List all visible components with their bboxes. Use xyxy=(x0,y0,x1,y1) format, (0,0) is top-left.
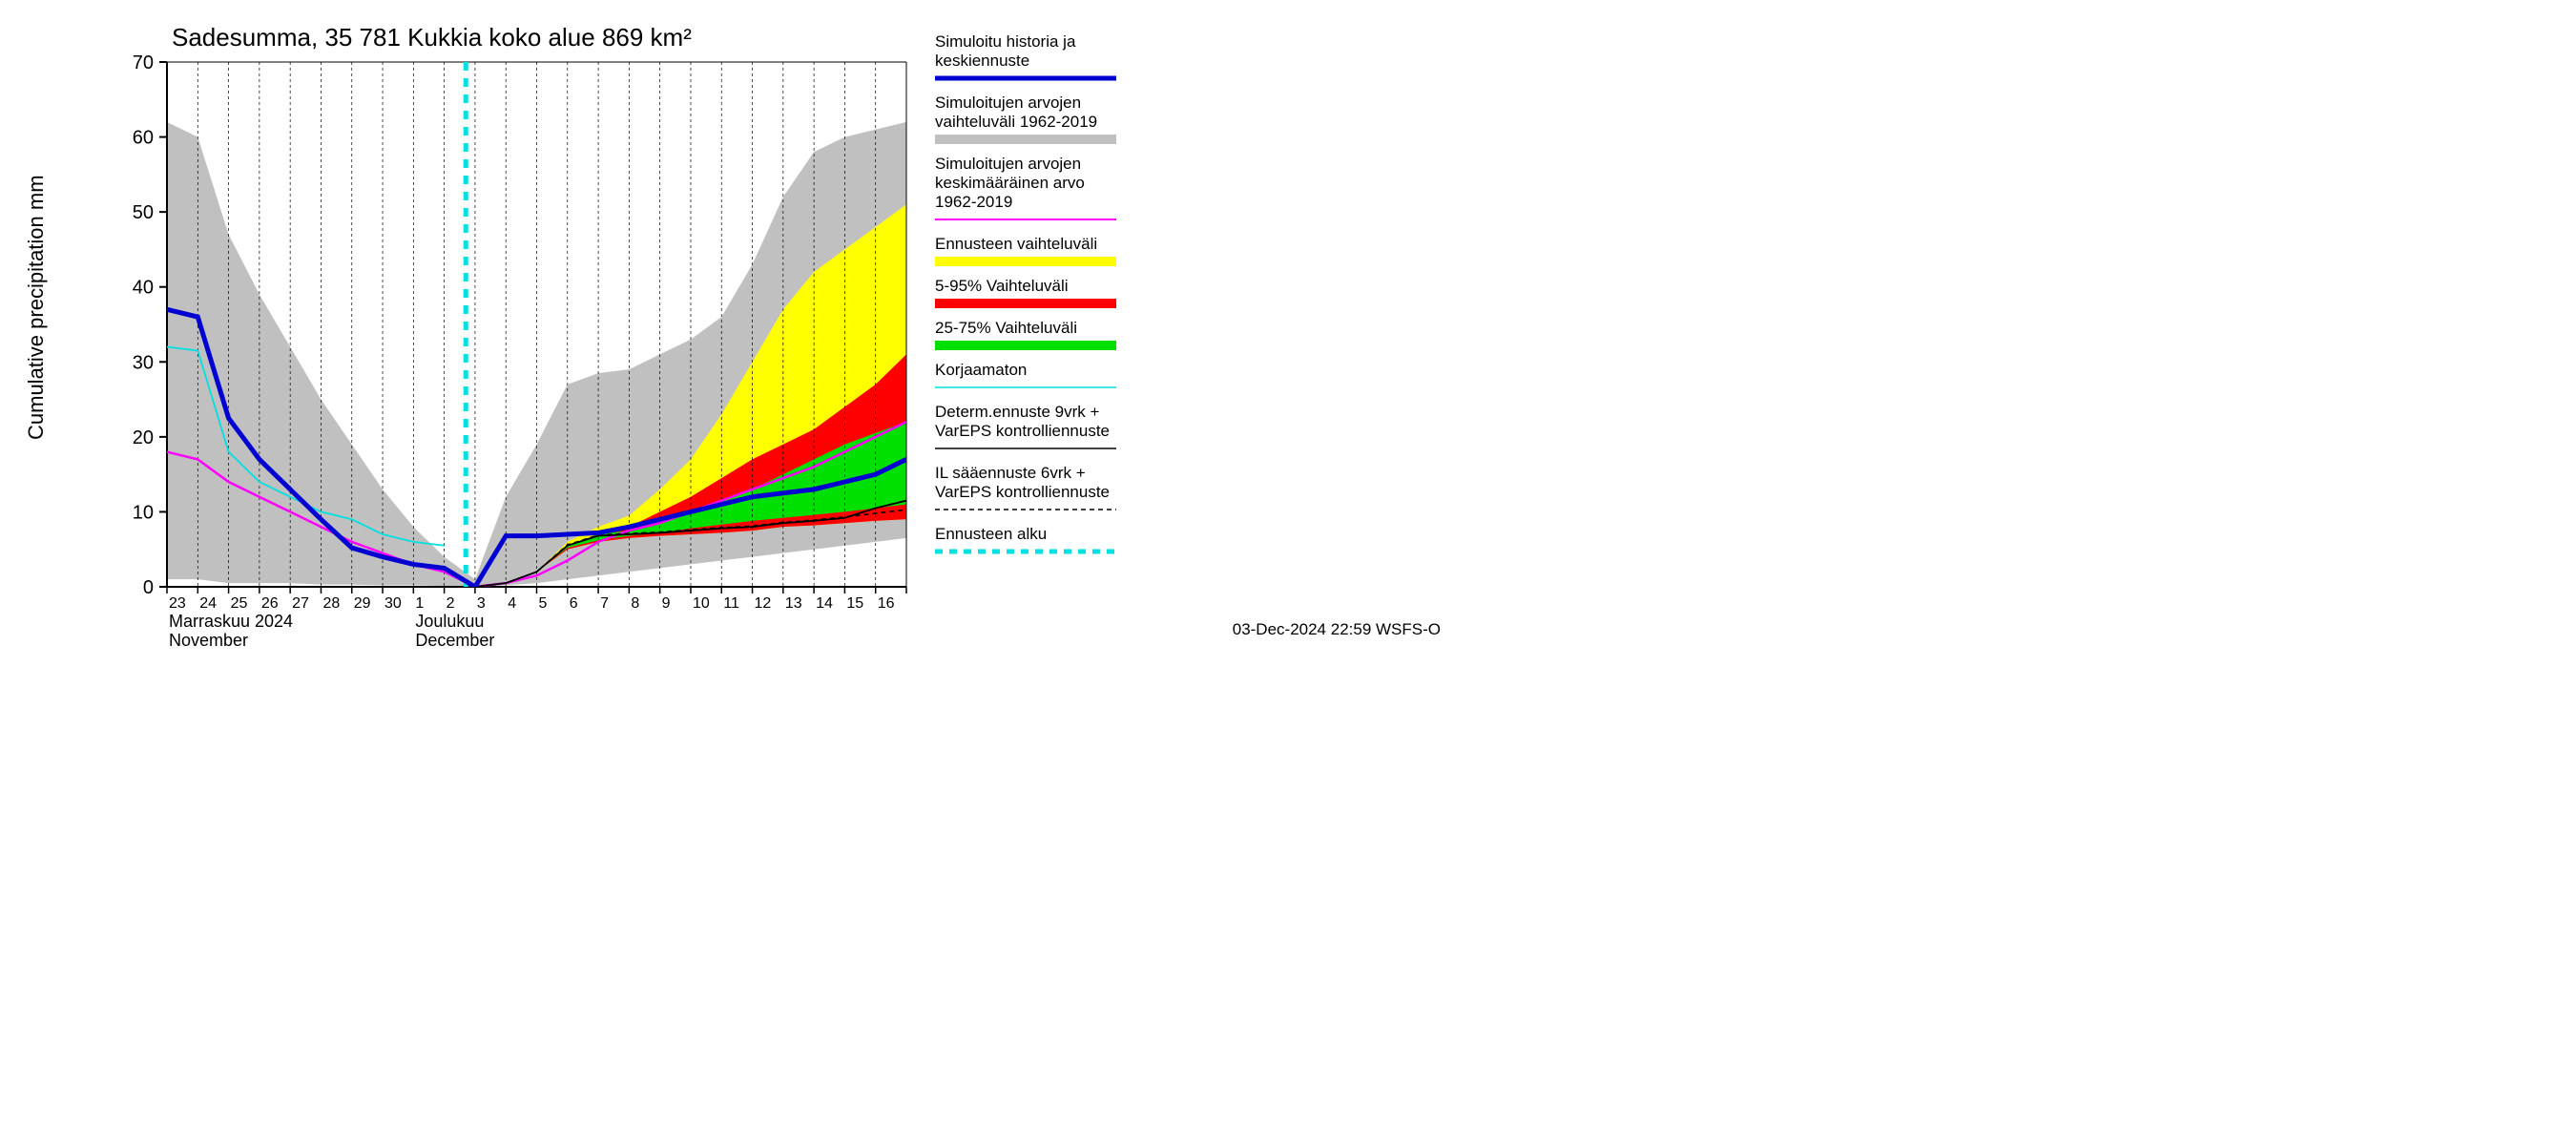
x-tick-label: 9 xyxy=(662,595,671,612)
x-tick-label: 30 xyxy=(384,595,402,612)
timestamp-label: 03-Dec-2024 22:59 WSFS-O xyxy=(1233,620,1441,638)
legend-swatch xyxy=(935,135,1116,144)
y-tick-label: 40 xyxy=(133,278,154,299)
legend-label: keskimääräinen arvo xyxy=(935,174,1085,192)
x-tick-label: 5 xyxy=(539,595,548,612)
legend-label: 1962-2019 xyxy=(935,193,1012,211)
y-tick-label: 60 xyxy=(133,128,154,149)
legend-label: 25-75% Vaihteluväli xyxy=(935,319,1077,337)
y-tick-label: 20 xyxy=(133,427,154,448)
x-tick-label: 29 xyxy=(354,595,371,612)
x-tick-label: 16 xyxy=(878,595,895,612)
x-tick-label: 3 xyxy=(477,595,486,612)
x-month-label: December xyxy=(415,631,494,649)
x-tick-label: 4 xyxy=(508,595,516,612)
legend-label: VarEPS kontrolliennuste xyxy=(935,422,1110,440)
x-tick-label: 8 xyxy=(631,595,639,612)
chart-svg: 0 10 20 30 40 50 60 70 Cumulative precipitation … xyxy=(0,0,1460,649)
legend-label: keskiennuste xyxy=(935,52,1029,70)
legend-swatch xyxy=(935,299,1116,308)
x-tick-label: 10 xyxy=(693,595,710,612)
legend-label: Korjaamaton xyxy=(935,361,1027,379)
x-tick-label: 25 xyxy=(231,595,248,612)
legend-label: Ennusteen alku xyxy=(935,525,1047,543)
legend-label: Determ.ennuste 9vrk + xyxy=(935,403,1100,421)
chart-title: Sadesumma, 35 781 Kukkia koko alue 869 k… xyxy=(172,23,692,52)
x-month-label: Marraskuu 2024 xyxy=(169,612,293,631)
legend-label: Simuloitu historia ja xyxy=(935,32,1076,51)
x-tick-label: 14 xyxy=(816,595,833,612)
chart-container: 0 10 20 30 40 50 60 70 Cumulative precipitation … xyxy=(0,0,1460,649)
x-tick-label: 28 xyxy=(322,595,340,612)
y-tick-label: 10 xyxy=(133,502,154,523)
legend-label: vaihteluväli 1962-2019 xyxy=(935,113,1097,131)
x-tick-label: 23 xyxy=(169,595,186,612)
legend-label: VarEPS kontrolliennuste xyxy=(935,483,1110,501)
legend-label: Simuloitujen arvojen xyxy=(935,155,1081,173)
x-tick-label: 26 xyxy=(261,595,279,612)
x-tick-label: 24 xyxy=(199,595,217,612)
x-tick-label: 15 xyxy=(846,595,863,612)
x-tick-label: 13 xyxy=(785,595,802,612)
y-tick-label: 30 xyxy=(133,352,154,373)
y-axis-title: Cumulative precipitation mm xyxy=(24,175,48,440)
y-tick-label: 70 xyxy=(133,52,154,73)
x-tick-label: 27 xyxy=(292,595,309,612)
y-tick-label: 50 xyxy=(133,202,154,223)
x-month-label: Joulukuu xyxy=(415,612,484,631)
x-tick-label: 12 xyxy=(755,595,772,612)
x-tick-label: 11 xyxy=(723,595,739,612)
x-tick-label: 1 xyxy=(415,595,424,612)
legend-label: Simuloitujen arvojen xyxy=(935,94,1081,112)
legend-label: IL sääennuste 6vrk + xyxy=(935,464,1086,482)
legend-label: Ennusteen vaihteluväli xyxy=(935,235,1097,253)
x-tick-label: 7 xyxy=(600,595,609,612)
y-tick-label: 0 xyxy=(143,577,154,598)
x-tick-label: 2 xyxy=(447,595,455,612)
x-month-label: November xyxy=(169,631,248,649)
legend-swatch xyxy=(935,341,1116,350)
legend-swatch xyxy=(935,257,1116,266)
legend-label: 5-95% Vaihteluväli xyxy=(935,277,1069,295)
x-tick-label: 6 xyxy=(570,595,578,612)
